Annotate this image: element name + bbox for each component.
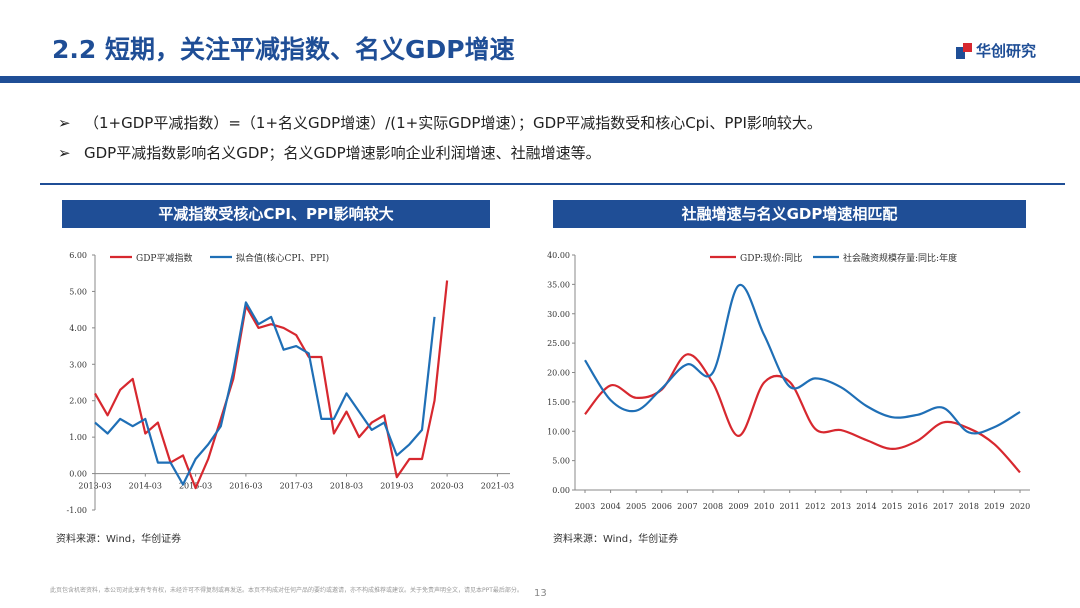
y-tick-label: 20.00 [547, 369, 570, 378]
x-tick-label: 2004 [600, 502, 620, 511]
x-tick-label: 2013 [831, 502, 851, 511]
deflator-series-line [94, 280, 449, 490]
social-financing-series-line [584, 283, 1021, 435]
y-tick-label: 15.00 [547, 398, 570, 407]
x-tick-label: 2005 [626, 502, 646, 511]
x-tick-label: 2020 [1010, 502, 1030, 511]
bullet-text: GDP平减指数影响名义GDP；名义GDP增速影响企业利润增速、社融增速等。 [84, 144, 601, 162]
y-tick-label: 4.00 [69, 324, 87, 333]
legend-label: GDP:现价:同比 [740, 252, 802, 264]
arrow-bullet-icon: ➢ [58, 144, 71, 162]
legend-label: 拟合值(核心CPI、PPI) [236, 252, 329, 264]
logo-text: 华创研究 [976, 42, 1037, 60]
x-tick-label: 2014-03 [129, 482, 162, 491]
x-tick-label: 2011 [780, 502, 800, 511]
x-tick-label: 2006 [652, 502, 672, 511]
y-tick-label: 25.00 [547, 339, 570, 348]
disclaimer: 此页包含机密资料，本公司对此享有专有权，未经许可不得复制或再发送。本页不构成对任… [50, 587, 523, 594]
left-chart-title: 平减指数受核心CPI、PPI影响较大 [62, 200, 490, 228]
x-tick-label: 2021-03 [481, 482, 514, 491]
x-tick-label: 2017-03 [280, 482, 313, 491]
y-tick-label: 10.00 [547, 427, 570, 436]
x-tick-label: 2019-03 [380, 482, 413, 491]
legend-label: GDP平减指数 [136, 252, 192, 264]
logo-mark-icon [956, 42, 972, 59]
y-tick-label: 6.00 [69, 251, 87, 260]
y-tick-label: 3.00 [69, 360, 87, 369]
x-tick-label: 2019 [984, 502, 1004, 511]
y-tick-label: 35.00 [547, 280, 570, 289]
arrow-bullet-icon: ➢ [58, 114, 71, 132]
page-number: 13 [534, 588, 547, 599]
x-tick-label: 2020-03 [430, 482, 463, 491]
deflator-line-chart: -1.00 0.00 1.00 2.00 3.00 4.00 5.00 6.00 2013-03… [66, 251, 514, 515]
x-tick-label: 2008 [703, 502, 723, 511]
x-tick-label: 2007 [677, 502, 697, 511]
x-tick-label: 2014 [856, 502, 876, 511]
x-tick-label: 2016-03 [229, 482, 262, 491]
y-tick-label: 2.00 [69, 397, 87, 406]
header-bar [0, 76, 1080, 83]
y-tick-label: 0.00 [69, 470, 87, 479]
right-chart-title: 社融增速与名义GDP增速相匹配 [553, 200, 1026, 228]
x-tick-label: 2010 [754, 502, 774, 511]
bullet-item: ➢ GDP平减指数影响名义GDP；名义GDP增速影响企业利润增速、社融增速等。 [58, 138, 1058, 168]
social-financing-line-chart: 0.00 5.00 10.00 15.00 20.00 25.00 30.00 35.00 40… [547, 251, 1030, 511]
nominal-gdp-series-line [584, 353, 1021, 474]
y-tick-label: 1.00 [69, 433, 87, 442]
legend-label: 社会融资规模存量:同比:年度 [843, 252, 957, 264]
y-tick-label: 5.00 [69, 287, 87, 296]
x-tick-label: 2018-03 [330, 482, 363, 491]
fitted-series-line [94, 301, 436, 486]
bullet-list: ➢ （1+GDP平减指数）=（1+名义GDP增速）/(1+实际GDP增速）；GDP… [58, 108, 1058, 168]
y-tick-label: 5.00 [552, 457, 570, 466]
brand-logo: 华创研究 [956, 40, 1036, 61]
x-tick-label: 2012 [805, 502, 825, 511]
x-tick-label: 2003 [575, 502, 595, 511]
bullet-item: ➢ （1+GDP平减指数）=（1+名义GDP增速）/(1+实际GDP增速）；GDP… [58, 108, 1058, 138]
right-source-note: 资料来源：Wind，华创证券 [553, 534, 679, 545]
x-tick-label: 2017 [933, 502, 953, 511]
y-tick-label: 0.00 [552, 486, 570, 495]
x-tick-label: 2009 [728, 502, 748, 511]
y-tick-label: -1.00 [66, 506, 87, 515]
bullet-text: （1+GDP平减指数）=（1+名义GDP增速）/(1+实际GDP增速）；GDP平… [84, 114, 822, 132]
x-tick-label: 2013-03 [78, 482, 111, 491]
page-title: 2.2 短期，关注平减指数、名义GDP增速 [52, 35, 515, 64]
left-source-note: 资料来源：Wind，华创证券 [56, 534, 182, 545]
section-divider [40, 183, 1065, 185]
x-tick-label: 2018 [959, 502, 979, 511]
y-tick-label: 30.00 [547, 310, 570, 319]
y-tick-label: 40.00 [547, 251, 570, 260]
x-tick-label: 2016 [907, 502, 927, 511]
x-tick-label: 2015 [882, 502, 902, 511]
